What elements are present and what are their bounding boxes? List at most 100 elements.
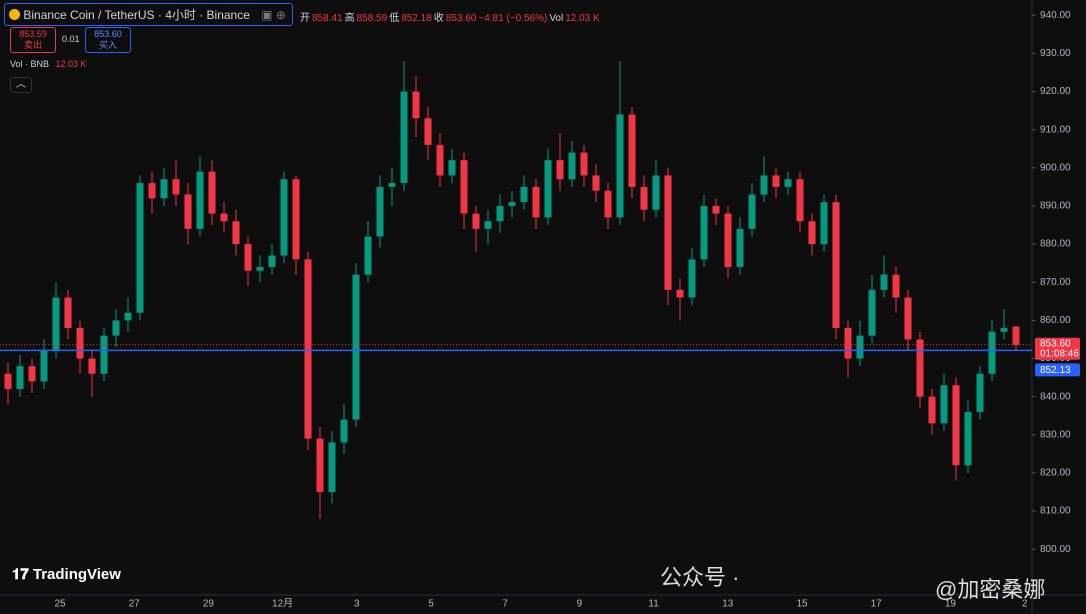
y-tick-label: 890.00 xyxy=(1040,201,1071,212)
vol-label: Vol xyxy=(549,13,564,24)
candle-body xyxy=(76,328,84,359)
x-tick-label: 19 xyxy=(945,599,957,610)
ohlc-value: 853.60 xyxy=(445,13,477,24)
candle-body xyxy=(448,160,456,176)
x-tick-label: 12月 xyxy=(272,598,293,610)
candle-body xyxy=(172,179,180,195)
candle-body xyxy=(220,213,228,222)
watermark-text: TradingView xyxy=(32,566,121,583)
x-tick-label: 27 xyxy=(129,599,141,610)
candle-body xyxy=(256,266,264,271)
candle-body xyxy=(568,152,576,180)
candle-body xyxy=(904,297,912,340)
ohlc-label: 低 xyxy=(389,13,400,24)
candle-body xyxy=(496,205,504,222)
candle-body xyxy=(280,179,288,256)
price-axis xyxy=(1032,0,1086,614)
candle-body xyxy=(268,255,276,267)
x-tick-label: 25 xyxy=(54,599,66,610)
candle-body xyxy=(112,320,120,336)
vol-label: Vol · BNB xyxy=(10,59,50,69)
candle-body xyxy=(304,259,312,439)
candle-body xyxy=(232,221,240,245)
candle-body xyxy=(352,274,360,420)
vol-value: 12.03 K xyxy=(55,59,87,69)
candle-body xyxy=(592,175,600,191)
change: −4.81 (−0.56%) xyxy=(478,13,548,24)
y-tick-label: 810.00 xyxy=(1040,506,1071,517)
candle-body xyxy=(784,179,792,187)
candle-body xyxy=(556,160,564,180)
candle-body xyxy=(88,358,96,374)
candle-body xyxy=(316,438,324,493)
candle-body xyxy=(640,186,648,210)
candle-body xyxy=(664,175,672,290)
y-tick-label: 820.00 xyxy=(1040,468,1071,479)
x-tick-label: 3 xyxy=(354,599,360,610)
candle-body xyxy=(196,171,204,229)
candle-body xyxy=(424,118,432,145)
candle-body xyxy=(700,205,708,260)
candle-body xyxy=(532,186,540,218)
candle-body xyxy=(580,152,588,176)
candle-body xyxy=(460,160,468,214)
vol-value: 12.03 K xyxy=(565,13,600,24)
candle-body xyxy=(724,213,732,267)
symbol-box[interactable]: Binance Coin / TetherUS · 4小时 · Binance … xyxy=(4,3,293,26)
collapse-button[interactable]: ︿ xyxy=(10,77,32,93)
candle-body xyxy=(100,335,108,374)
icons: ▣ ⊕ xyxy=(261,8,286,22)
candle-body xyxy=(28,366,36,382)
y-tick-label: 930.00 xyxy=(1040,48,1071,59)
buy-button[interactable]: 853.60 买入 xyxy=(85,27,131,53)
candle-body xyxy=(328,442,336,493)
y-tick-label: 920.00 xyxy=(1040,86,1071,97)
x-tick-label: 2 xyxy=(1022,599,1028,610)
last-price-label: 853.60 xyxy=(1040,338,1071,349)
sell-label: 卖出 xyxy=(23,40,42,50)
ohlc-value: 858.41 xyxy=(312,13,343,24)
candle-body xyxy=(64,297,72,329)
y-tick-label: 880.00 xyxy=(1040,239,1071,250)
candle-body xyxy=(412,91,420,119)
y-tick-label: 940.00 xyxy=(1040,10,1071,21)
candles xyxy=(4,61,1020,519)
candle-body xyxy=(976,373,984,412)
candle-body xyxy=(856,335,864,359)
y-tick-label: 860.00 xyxy=(1040,315,1071,326)
candle-body xyxy=(292,179,300,260)
ohlc-header: 开 858.41 高 858.59 低 852.18 收 853.60 −4.81 (−0.56… xyxy=(300,9,602,24)
sell-price: 853.59 xyxy=(19,29,47,39)
y-tick-label: 900.00 xyxy=(1040,162,1071,173)
vol-indicator: Vol · BNB 12.03 K xyxy=(10,59,87,69)
candle-body xyxy=(820,202,828,245)
y-tick-label: 870.00 xyxy=(1040,277,1071,288)
candle-body xyxy=(340,419,348,443)
ohlc-value: 858.59 xyxy=(356,13,388,24)
ohlc-value: 852.18 xyxy=(401,13,432,24)
y-tick-label: 840.00 xyxy=(1040,391,1071,402)
candle-body xyxy=(376,186,384,237)
candle-body xyxy=(484,221,492,229)
candle-body xyxy=(880,274,888,290)
sell-button[interactable]: 853.59 卖出 xyxy=(10,27,56,53)
x-tick-label: 15 xyxy=(796,599,808,610)
spread: 0.01 xyxy=(62,34,80,44)
x-tick-label: 17 xyxy=(871,599,883,610)
candle-body xyxy=(772,175,780,187)
candle-body xyxy=(436,144,444,176)
candle-body xyxy=(688,259,696,298)
candle-body xyxy=(244,244,252,271)
candle-body xyxy=(136,183,144,313)
candle-body xyxy=(148,183,156,199)
candle-body xyxy=(964,411,972,466)
candle-body xyxy=(160,179,168,199)
y-tick-label: 910.00 xyxy=(1040,124,1071,135)
candle-body xyxy=(628,114,636,187)
candle-body xyxy=(544,160,552,218)
x-tick-label: 7 xyxy=(502,599,508,610)
y-tick-label: 800.00 xyxy=(1040,544,1071,555)
watermark: 公众号 · xyxy=(660,565,740,590)
candle-body xyxy=(892,274,900,298)
x-tick-label: 9 xyxy=(577,599,583,610)
